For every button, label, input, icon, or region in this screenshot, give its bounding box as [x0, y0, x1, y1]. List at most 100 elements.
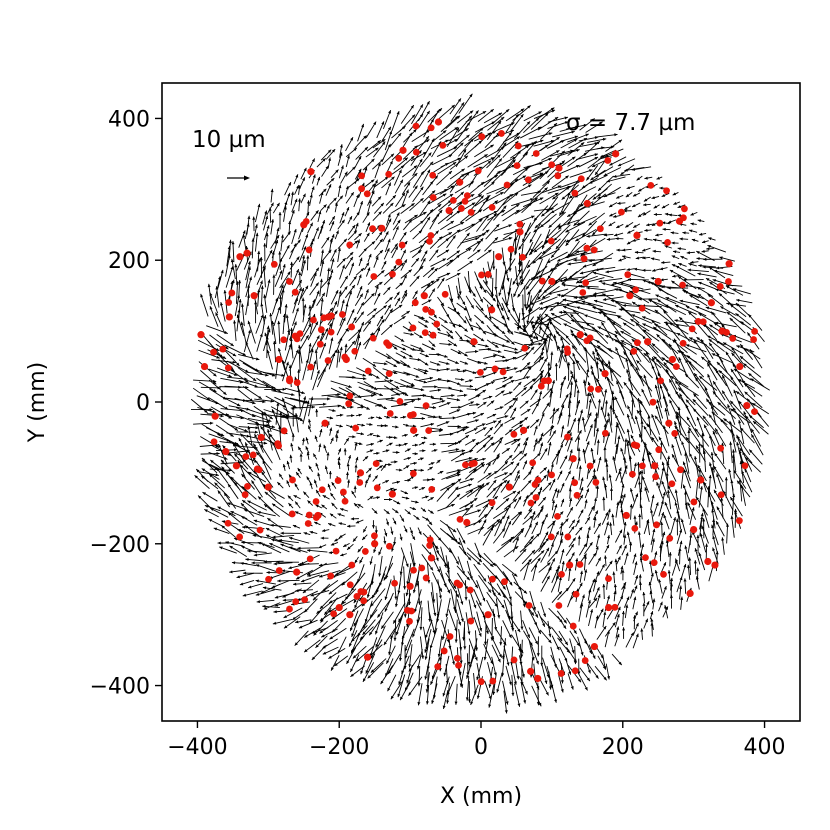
arrow [733, 368, 752, 381]
arrow-head [327, 397, 331, 401]
arrow-head [540, 442, 544, 446]
arrow-head [556, 575, 559, 579]
arrow-head [433, 449, 438, 453]
arrow [362, 609, 378, 629]
arrow-head [417, 683, 421, 687]
arrow [254, 398, 274, 402]
arrow-head [669, 399, 673, 404]
arrow [198, 471, 219, 476]
arrow-head [692, 399, 697, 403]
arrow [242, 386, 262, 400]
arrow-head [212, 410, 216, 414]
arrow-head [446, 379, 451, 383]
arrow-head [626, 413, 630, 418]
arrow [685, 399, 700, 416]
arrow [398, 571, 402, 594]
arrow-head [749, 449, 753, 453]
arrow-head [456, 493, 461, 498]
arrow-head [422, 508, 426, 512]
arrow-head [448, 645, 452, 650]
arrow-head [655, 502, 659, 506]
arrow-head [420, 457, 424, 461]
arrow-head [675, 518, 679, 522]
arrow-head [492, 691, 496, 695]
arrow-head [362, 536, 366, 540]
arrow-head [673, 517, 677, 521]
arrow [239, 464, 256, 481]
arrow-head [713, 381, 717, 385]
arrow [474, 630, 478, 651]
arrow-head [633, 553, 637, 557]
arrow [319, 405, 341, 408]
arrow [473, 563, 487, 582]
arrow [312, 583, 331, 601]
arrow-head [715, 428, 719, 432]
arrow [740, 427, 755, 444]
arrow-head [586, 392, 590, 396]
arrow-head [542, 623, 545, 627]
arrow-head [518, 381, 522, 386]
arrow-head [707, 359, 711, 364]
arrow-head [421, 655, 425, 659]
arrow-head [517, 586, 521, 591]
arrow [729, 441, 733, 464]
arrow-head [517, 511, 522, 515]
arrow-head [323, 402, 327, 406]
arrow-head [443, 583, 447, 587]
arrow-head [222, 445, 226, 449]
arrow-head [330, 492, 334, 497]
arrow-head [315, 644, 319, 648]
arrow [665, 368, 678, 390]
arrow [694, 377, 710, 398]
arrow-head [546, 575, 550, 580]
arrow-head [537, 453, 541, 457]
arrow-head [295, 349, 299, 354]
arrow-head [322, 588, 326, 592]
arrow-head [516, 470, 520, 474]
arrow-head [536, 702, 540, 706]
arrow [227, 502, 247, 510]
arrow [255, 451, 272, 471]
arrow-head [488, 472, 492, 476]
arrow [274, 396, 297, 408]
arrow-head [571, 649, 575, 654]
arrow [732, 407, 745, 425]
arrow-head [219, 546, 223, 550]
arrow-head [493, 672, 497, 676]
arrow-head [576, 519, 580, 524]
arrow-head [441, 399, 446, 403]
arrow [261, 411, 265, 436]
arrow [548, 607, 563, 623]
arrow-head [475, 419, 479, 423]
arrow [707, 373, 717, 398]
arrow-head [602, 496, 606, 501]
arrow-head [595, 546, 599, 550]
arrow-head [554, 488, 558, 492]
arrow-head [467, 556, 472, 561]
arrow-head [519, 661, 523, 666]
arrow [404, 639, 413, 660]
arrow-head [404, 491, 409, 495]
arrow-head [351, 587, 355, 591]
arrow-head [589, 650, 592, 654]
arrow-head [699, 533, 703, 537]
arrow-head [489, 436, 494, 441]
arrow-head [462, 428, 466, 432]
arrow-head [278, 347, 281, 352]
arrow-head [329, 427, 333, 431]
arrow-head [675, 558, 678, 563]
arrow-head [240, 503, 245, 507]
arrow [646, 423, 659, 442]
arrow-head [524, 441, 528, 446]
arrow-head [701, 433, 705, 437]
arrow-head [513, 573, 518, 577]
arrow-head [589, 392, 593, 397]
arrow-head [337, 461, 341, 466]
arrow-head [331, 667, 334, 671]
arrow [313, 620, 328, 636]
arrow [446, 675, 456, 696]
arrow-head [501, 390, 505, 394]
arrow [648, 415, 652, 436]
arrow-head [332, 408, 336, 412]
